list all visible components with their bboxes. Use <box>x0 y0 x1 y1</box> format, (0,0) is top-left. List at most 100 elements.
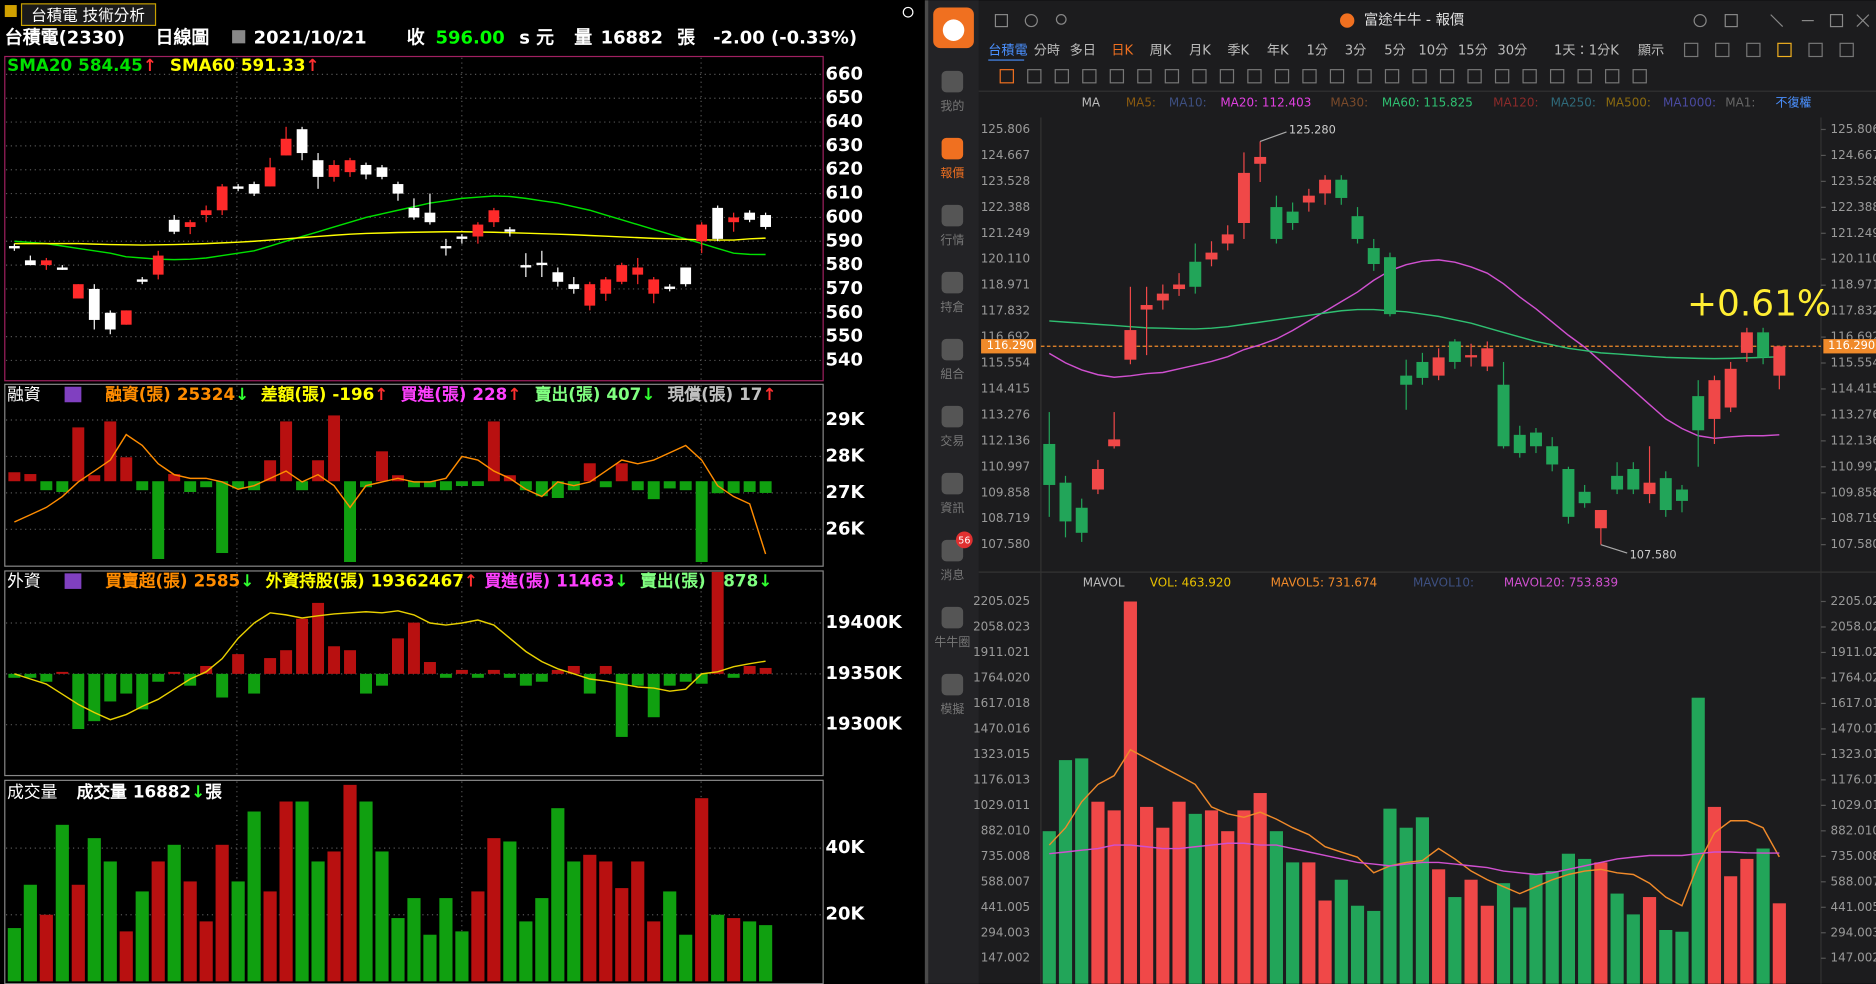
candle-body <box>1205 252 1218 260</box>
sidebar-label[interactable]: 行情 <box>940 233 964 247</box>
sidebar-label[interactable]: 模擬 <box>940 702 964 716</box>
window-tab[interactable] <box>20 3 157 26</box>
legend-arrow: ↓ <box>191 781 205 801</box>
tool-icon[interactable] <box>1439 69 1455 84</box>
tool-icon[interactable] <box>1467 69 1482 84</box>
sidebar-icon[interactable] <box>941 137 964 160</box>
shirt-icon[interactable] <box>1724 14 1738 28</box>
candle-body <box>456 236 468 239</box>
tool-icon[interactable] <box>1164 69 1180 84</box>
close[interactable] <box>1856 14 1870 28</box>
bar <box>344 481 357 562</box>
y-tick-label: 1617.018 <box>973 696 1030 710</box>
tool-icon[interactable] <box>1777 42 1792 58</box>
legend-icon[interactable] <box>64 386 82 403</box>
sidebar-label[interactable]: 持倉 <box>940 299 964 314</box>
tool-icon[interactable] <box>1412 69 1427 84</box>
tool-icon[interactable] <box>1357 69 1372 84</box>
tool-icon[interactable] <box>1329 69 1345 84</box>
sidebar-label[interactable]: 報價 <box>940 166 964 180</box>
tool-icon[interactable] <box>1605 69 1620 84</box>
tool-icon[interactable] <box>1715 42 1730 58</box>
tool-icon[interactable] <box>999 69 1014 84</box>
sidebar-label[interactable]: 資訊 <box>940 500 964 515</box>
legend-arrow: ↓ <box>614 571 628 591</box>
tool-icon[interactable] <box>1746 42 1761 58</box>
search-icon[interactable] <box>1055 14 1067 25</box>
adjust-label[interactable]: 不復權 <box>1776 96 1812 110</box>
period-tab[interactable]: 季K <box>1227 43 1249 59</box>
sidebar-label[interactable]: 我的 <box>940 98 964 113</box>
tool-icon[interactable] <box>1808 42 1823 58</box>
tool-icon[interactable] <box>1027 69 1042 84</box>
tool-icon[interactable] <box>1274 69 1290 84</box>
sidebar-icon[interactable] <box>941 338 964 361</box>
tool-icon[interactable] <box>1632 69 1647 84</box>
menu-icon[interactable] <box>994 14 1008 28</box>
tool-icon[interactable] <box>1522 69 1537 84</box>
tool-icon[interactable] <box>1109 69 1125 84</box>
tool-icon[interactable] <box>1384 69 1400 84</box>
sidebar-label[interactable]: 牛牛圈 <box>934 634 970 649</box>
legend-item: 成交量 16882↓張 <box>77 781 223 801</box>
tool-icon[interactable] <box>1549 69 1565 84</box>
period-tab[interactable]: 1天：1分K <box>1554 43 1619 59</box>
shrink-icon[interactable] <box>1770 14 1784 28</box>
tool-icon[interactable] <box>1054 69 1070 84</box>
period-tab[interactable]: 1分 <box>1307 43 1329 59</box>
headset-icon[interactable] <box>1693 14 1707 28</box>
period-tab[interactable]: 日K <box>1111 44 1133 59</box>
checkbox[interactable] <box>232 30 246 44</box>
period-tab[interactable]: 30分 <box>1497 43 1527 59</box>
sidebar-icon[interactable] <box>941 204 964 227</box>
volume-bar <box>1091 801 1105 984</box>
period-tab[interactable]: 多日 <box>1070 43 1096 59</box>
maximize[interactable] <box>1829 14 1844 28</box>
candle-body <box>1529 432 1542 447</box>
unit: s 元 <box>519 28 554 49</box>
y-tick-label: 117.832 <box>981 304 1030 318</box>
tool-icon[interactable] <box>1302 69 1317 84</box>
sidebar-icon[interactable] <box>941 673 964 696</box>
period-tab[interactable]: 分時 <box>1034 43 1060 59</box>
sidebar-label[interactable]: 組合 <box>940 366 964 381</box>
sidebar-label[interactable]: 交易 <box>940 433 964 448</box>
period-tab[interactable]: 10分 <box>1418 43 1448 59</box>
tool-icon[interactable] <box>1082 69 1097 84</box>
sidebar-icon[interactable] <box>941 606 964 629</box>
period-tab[interactable]: 周K <box>1150 44 1172 59</box>
period-tab[interactable]: 月K <box>1189 44 1211 59</box>
tool-icon[interactable] <box>1577 69 1592 84</box>
bar <box>296 481 309 491</box>
sidebar-icon[interactable] <box>941 539 964 562</box>
sidebar-icon[interactable] <box>941 405 964 428</box>
tool-icon[interactable] <box>1494 69 1510 84</box>
volume-bar <box>1772 903 1786 984</box>
period-tab[interactable]: 5分 <box>1384 43 1406 59</box>
tool-icon[interactable] <box>1839 42 1854 58</box>
period-tab[interactable]: 3分 <box>1345 43 1367 59</box>
tool-icon[interactable] <box>1137 69 1152 84</box>
bell-icon[interactable] <box>1024 14 1038 28</box>
last-price-box <box>1823 339 1876 354</box>
sidebar-icon[interactable] <box>941 271 964 294</box>
sidebar-icon[interactable] <box>941 472 964 495</box>
tool-icon[interactable] <box>1192 69 1207 84</box>
legend-arrow: ↑ <box>507 384 521 404</box>
search-icon[interactable] <box>902 6 914 18</box>
sidebar-label[interactable]: 消息 <box>940 567 964 582</box>
period-tab[interactable]: 顯示 <box>1638 44 1664 59</box>
volume-bar <box>1140 806 1154 984</box>
tool-icon[interactable] <box>1247 69 1262 84</box>
candle-body <box>136 279 148 282</box>
legend-icon[interactable] <box>64 573 82 589</box>
tool-icon[interactable] <box>1219 69 1235 84</box>
last-price-label: 116.290 <box>1828 338 1875 352</box>
y-tick-label: 107.580 <box>981 537 1030 551</box>
tool-icon[interactable] <box>1683 42 1699 58</box>
candle-body <box>536 262 548 266</box>
sidebar-icon[interactable] <box>941 70 964 93</box>
period-tab[interactable]: 15分 <box>1458 43 1488 59</box>
period-tab[interactable]: 年K <box>1267 43 1289 59</box>
y-tick-label: 120.110 <box>981 252 1030 266</box>
